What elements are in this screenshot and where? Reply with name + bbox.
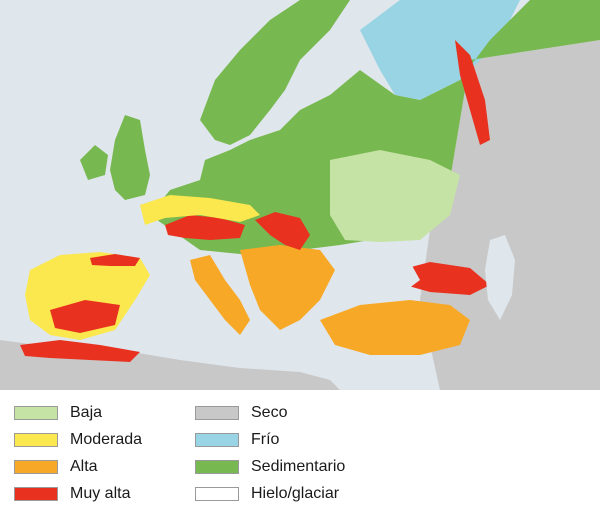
legend-label: Sedimentario [251,458,346,475]
legend-item-seco: Seco [195,402,345,424]
atlas-mountains [20,340,140,362]
pyrenees [90,254,140,266]
caspian-sea [485,235,515,320]
legend-column-risk: Baja Moderada Alta Muy alta [14,402,142,510]
legend-swatch [195,406,239,420]
legend-swatch [14,433,58,447]
balkans [240,245,335,330]
legend-label: Muy alta [70,485,131,502]
erosion-risk-map [0,0,600,390]
carpathians [255,212,310,250]
betic-mountains [50,300,120,333]
legend-item-muy-alta: Muy alta [14,483,142,505]
anatolia [320,300,470,355]
legend-item-frio: Frío [195,429,345,451]
low-risk-belt [330,150,460,242]
scandinavia [200,0,350,145]
legend-label: Seco [251,404,288,421]
ural-mountains [455,40,490,145]
central-europe-moderate [140,195,260,225]
eastern-dry-land [420,40,600,390]
legend-label: Hielo/glaciar [251,485,340,502]
great-britain [110,115,150,200]
ireland [80,145,108,180]
legend-swatch [14,487,58,501]
europe-landmass [150,0,600,255]
legend-item-hielo-glaciar: Hielo/glaciar [195,483,345,505]
legend-item-moderada: Moderada [14,429,142,451]
legend-item-sedimentario: Sedimentario [195,456,345,478]
cold-region [360,0,520,100]
legend-swatch [195,433,239,447]
legend-swatch [14,460,58,474]
map-legend: Baja Moderada Alta Muy alta Seco Frío Se… [0,390,600,512]
legend-item-alta: Alta [14,456,142,478]
legend-swatch [195,460,239,474]
black-sea [345,258,420,298]
legend-label: Baja [70,404,103,421]
legend-swatch [14,406,58,420]
legend-label: Moderada [70,431,143,448]
legend-swatch [195,487,239,501]
legend-label: Frío [251,431,280,448]
caucasus [400,262,490,295]
italian-peninsula [190,255,250,335]
legend-label: Alta [70,458,98,475]
alps [165,215,245,240]
legend-column-terrain: Seco Frío Sedimentario Hielo/glaciar [195,402,345,510]
legend-item-baja: Baja [14,402,142,424]
